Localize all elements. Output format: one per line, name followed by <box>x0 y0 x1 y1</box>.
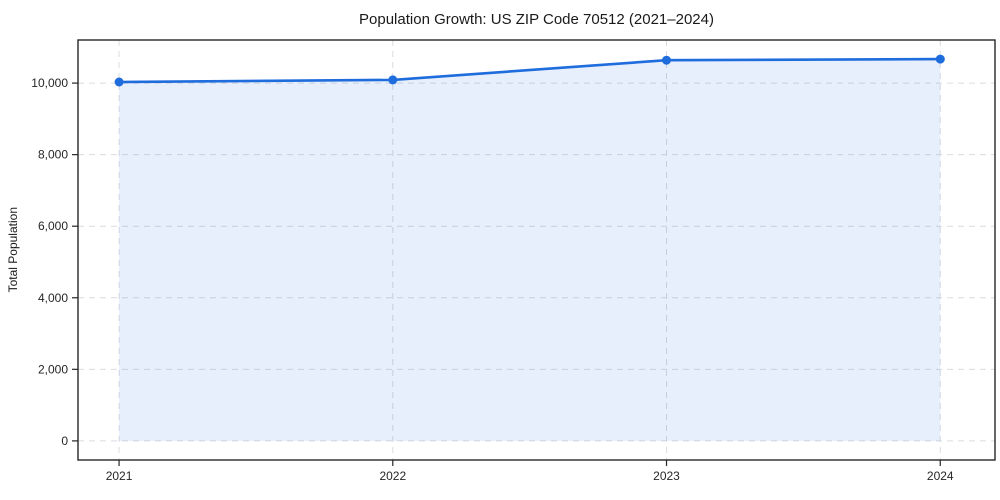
data-point-2023 <box>662 55 671 65</box>
data-point-2021 <box>114 77 124 87</box>
plot-frame <box>77 39 996 461</box>
x-tick-label: 2021 <box>106 469 133 483</box>
x-tick-label: 2024 <box>927 469 954 483</box>
y-tick-label: 4,000 <box>38 291 68 305</box>
chart-title: Population Growth: US ZIP Code 70512 (20… <box>359 11 714 28</box>
x-tick-label: 2023 <box>653 469 680 483</box>
trend-line <box>117 57 942 84</box>
area-fill <box>119 59 941 441</box>
y-tick-label: 10,000 <box>31 76 68 90</box>
y-tick-label: 8,000 <box>38 148 68 162</box>
y-tick-label: 0 <box>61 434 68 448</box>
x-tick-label: 2022 <box>379 469 406 483</box>
y-tick-label: 2,000 <box>38 362 68 376</box>
y-tick-label: 6,000 <box>38 219 68 233</box>
data-point-2022 <box>388 75 398 85</box>
data-point-2024 <box>935 54 945 64</box>
